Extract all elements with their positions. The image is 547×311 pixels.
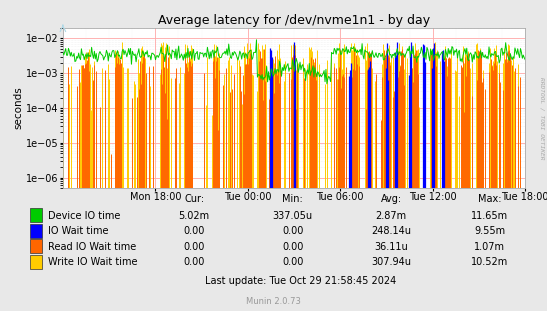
- Text: IO Wait time: IO Wait time: [48, 226, 109, 236]
- Text: Write IO Wait time: Write IO Wait time: [48, 257, 138, 267]
- Text: 2.87m: 2.87m: [376, 211, 406, 220]
- Text: 9.55m: 9.55m: [474, 226, 505, 236]
- Text: 307.94u: 307.94u: [371, 257, 411, 267]
- Text: 36.11u: 36.11u: [374, 242, 408, 252]
- Text: Avg:: Avg:: [381, 194, 401, 204]
- Text: 0.00: 0.00: [282, 242, 304, 252]
- Text: Last update: Tue Oct 29 21:58:45 2024: Last update: Tue Oct 29 21:58:45 2024: [205, 276, 397, 286]
- Text: 1.07m: 1.07m: [474, 242, 505, 252]
- Y-axis label: seconds: seconds: [13, 87, 24, 129]
- Text: 0.00: 0.00: [183, 226, 205, 236]
- Text: 0.00: 0.00: [282, 226, 304, 236]
- Text: 337.05u: 337.05u: [272, 211, 313, 220]
- Text: 0.00: 0.00: [183, 242, 205, 252]
- Text: Min:: Min:: [282, 194, 303, 204]
- Text: 11.65m: 11.65m: [471, 211, 508, 220]
- Text: 0.00: 0.00: [282, 257, 304, 267]
- Text: Munin 2.0.73: Munin 2.0.73: [246, 297, 301, 305]
- Text: 5.02m: 5.02m: [179, 211, 210, 220]
- Text: 0.00: 0.00: [183, 257, 205, 267]
- Text: Read IO Wait time: Read IO Wait time: [48, 242, 136, 252]
- Text: 248.14u: 248.14u: [371, 226, 411, 236]
- Text: Device IO time: Device IO time: [48, 211, 120, 220]
- Text: 10.52m: 10.52m: [471, 257, 508, 267]
- Text: Max:: Max:: [478, 194, 501, 204]
- Title: Average latency for /dev/nvme1n1 - by day: Average latency for /dev/nvme1n1 - by da…: [158, 14, 430, 27]
- Text: RRDTOOL / TOBI OETIKER: RRDTOOL / TOBI OETIKER: [539, 77, 544, 160]
- Text: Cur:: Cur:: [184, 194, 204, 204]
